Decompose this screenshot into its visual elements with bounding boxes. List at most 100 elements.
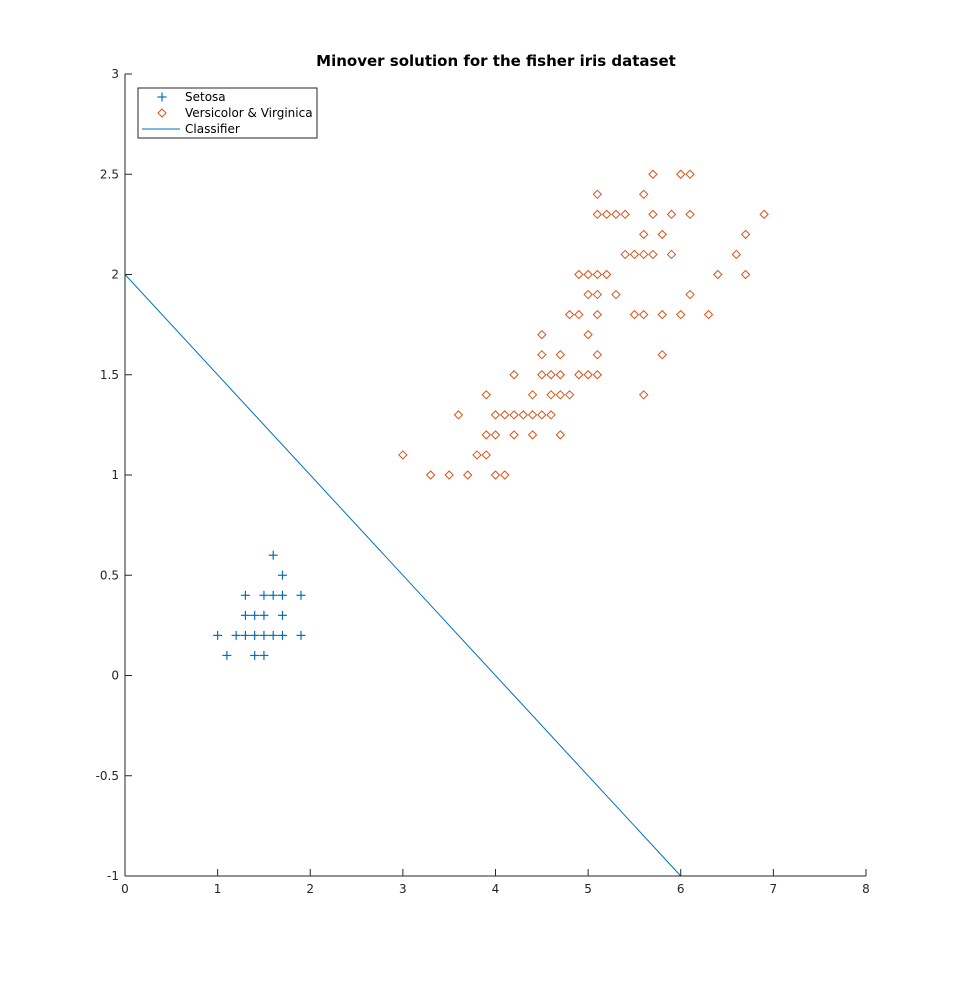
versicolor-virginica-point-65 xyxy=(657,309,667,320)
versicolor-virginica-point-25 xyxy=(546,410,556,420)
versicolor-virginica-point-39 xyxy=(583,289,593,300)
y-tick-label-3: 0.5 xyxy=(100,568,119,582)
versicolor-virginica-point-43 xyxy=(592,309,603,320)
setosa-point-0 xyxy=(213,630,223,640)
versicolor-virginica-point-33 xyxy=(564,309,575,320)
versicolor-virginica-point-30 xyxy=(555,370,566,380)
setosa-point-1 xyxy=(222,650,232,660)
versicolor-virginica-point-69 xyxy=(676,309,686,320)
versicolor-virginica-point-23 xyxy=(537,349,547,360)
versicolor-virginica-point-17 xyxy=(518,410,528,420)
versicolor-virginica-point-38 xyxy=(583,329,593,340)
versicolor-virginica-point-58 xyxy=(638,249,649,260)
versicolor-virginica-point-28 xyxy=(555,430,566,440)
versicolor-virginica-point-14 xyxy=(509,430,519,440)
plot-area xyxy=(124,169,769,877)
versicolor-virginica-point-62 xyxy=(648,209,658,220)
versicolor-virginica-point-36 xyxy=(574,269,584,280)
setosa-point-17 xyxy=(277,610,287,620)
versicolor-virginica-point-55 xyxy=(629,249,640,260)
versicolor-virginica-point-76 xyxy=(731,249,742,260)
setosa-point-13 xyxy=(268,630,278,640)
versicolor-virginica-point-64 xyxy=(657,349,667,360)
y-tick-label-6: 2 xyxy=(111,268,119,282)
versicolor-virginica-point-15 xyxy=(509,410,519,420)
setosa-point-10 xyxy=(259,630,269,640)
versicolor-virginica-point-54 xyxy=(629,309,640,320)
versicolor-virginica-point-5 xyxy=(472,450,482,460)
versicolor-virginica-point-22 xyxy=(537,370,547,380)
versicolor-virginica-point-12 xyxy=(500,470,510,480)
setosa-point-12 xyxy=(259,590,269,600)
versicolor-virginica-point-48 xyxy=(601,269,612,280)
versicolor-virginica-point-75 xyxy=(713,269,723,280)
setosa-point-15 xyxy=(268,550,278,560)
versicolor-virginica-point-6 xyxy=(481,450,491,460)
versicolor-virginica-point-9 xyxy=(490,470,501,480)
versicolor-virginica-point-18 xyxy=(527,430,538,440)
setosa-point-6 xyxy=(250,650,260,660)
versicolor-virginica-point-20 xyxy=(527,390,538,400)
versicolor-virginica-point-66 xyxy=(657,229,667,240)
versicolor-virginica-point-67 xyxy=(666,249,677,260)
setosa-point-14 xyxy=(268,590,278,600)
versicolor-virginica-point-3 xyxy=(453,410,464,420)
versicolor-virginica-point-46 xyxy=(592,209,603,220)
legend: Setosa Versicolor & Virginica Classifier xyxy=(137,87,318,139)
y-tick-label-1: -0.5 xyxy=(96,769,119,783)
versicolor-virginica-point-41 xyxy=(592,370,603,380)
legend-versicolor-virginica-icon xyxy=(157,108,167,118)
x-tick-label-4: 4 xyxy=(492,882,500,896)
versicolor-virginica-point-34 xyxy=(574,370,584,380)
versicolor-virginica-point-68 xyxy=(666,209,677,220)
y-tick-label-0: -1 xyxy=(107,869,119,883)
versicolor-virginica-point-61 xyxy=(648,249,658,260)
y-tick-label-5: 1.5 xyxy=(100,368,119,382)
versicolor-virginica-point-27 xyxy=(546,370,556,380)
versicolor-virginica-point-74 xyxy=(703,309,714,320)
legend-label-1: Versicolor & Virginica xyxy=(185,106,313,120)
versicolor-virginica-point-72 xyxy=(685,209,695,220)
versicolor-virginica-point-7 xyxy=(481,430,491,440)
legend-setosa-icon xyxy=(157,92,167,102)
setosa-point-8 xyxy=(250,610,260,620)
setosa-point-4 xyxy=(240,610,250,620)
setosa-point-20 xyxy=(296,630,306,640)
versicolor-virginica-point-26 xyxy=(546,390,556,400)
versicolor-virginica-point-47 xyxy=(592,189,603,200)
y-tick-label-8: 3 xyxy=(111,67,119,81)
versicolor-virginica-point-57 xyxy=(638,309,649,320)
versicolor-virginica-point-56 xyxy=(638,390,649,400)
chart-title: Minover solution for the fisher iris dat… xyxy=(316,52,676,70)
versicolor-virginica-point-79 xyxy=(759,209,769,220)
setosa-point-21 xyxy=(296,590,306,600)
versicolor-virginica-point-53 xyxy=(620,209,630,220)
versicolor-virginica-point-50 xyxy=(611,289,621,300)
versicolor-virginica-point-11 xyxy=(490,410,501,420)
classifier-line xyxy=(124,274,682,877)
versicolor-virginica-point-37 xyxy=(583,370,593,380)
y-tick-label-2: 0 xyxy=(111,669,119,683)
versicolor-virginica-point-29 xyxy=(555,390,566,400)
versicolor-virginica-point-1 xyxy=(425,470,436,480)
x-tick-label-3: 3 xyxy=(399,882,407,896)
versicolor-virginica-point-21 xyxy=(537,410,547,420)
y-tick-label-7: 2.5 xyxy=(100,167,119,181)
versicolor-virginica-point-78 xyxy=(740,229,751,240)
x-tick-label-6: 6 xyxy=(677,882,685,896)
x-tick-label-7: 7 xyxy=(770,882,778,896)
setosa-point-16 xyxy=(277,630,287,640)
x-tick-label-2: 2 xyxy=(306,882,314,896)
versicolor-virginica-point-10 xyxy=(490,430,501,440)
versicolor-virginica-point-49 xyxy=(601,209,612,220)
x-tick-label-0: 0 xyxy=(121,882,129,896)
setosa-point-5 xyxy=(240,590,250,600)
versicolor-virginica-point-19 xyxy=(527,410,538,420)
x-tick-label-8: 8 xyxy=(862,882,870,896)
versicolor-virginica-point-31 xyxy=(555,349,566,360)
setosa-point-9 xyxy=(259,650,269,660)
versicolor-virginica-point-45 xyxy=(592,269,603,280)
versicolor-virginica-point-32 xyxy=(564,390,575,400)
legend-label-0: Setosa xyxy=(185,90,226,104)
